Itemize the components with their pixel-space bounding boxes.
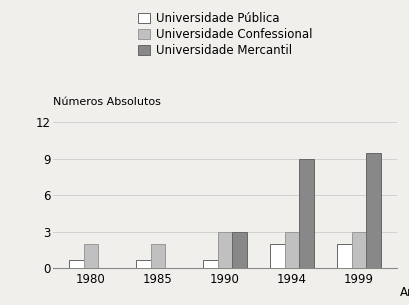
Bar [232, 232, 247, 268]
Bar [337, 244, 352, 268]
Text: Anos: Anos [400, 286, 409, 299]
Bar [366, 152, 381, 268]
Bar [218, 232, 232, 268]
Bar [299, 159, 314, 268]
Bar [151, 244, 165, 268]
Text: Números Absolutos: Números Absolutos [53, 97, 161, 107]
Bar [69, 260, 83, 268]
Bar [136, 260, 151, 268]
Bar [203, 260, 218, 268]
Bar [352, 232, 366, 268]
Bar [285, 232, 299, 268]
Bar [270, 244, 285, 268]
Legend: Universidade Pública, Universidade Confessional, Universidade Mercantil: Universidade Pública, Universidade Confe… [138, 12, 312, 57]
Bar [83, 244, 98, 268]
